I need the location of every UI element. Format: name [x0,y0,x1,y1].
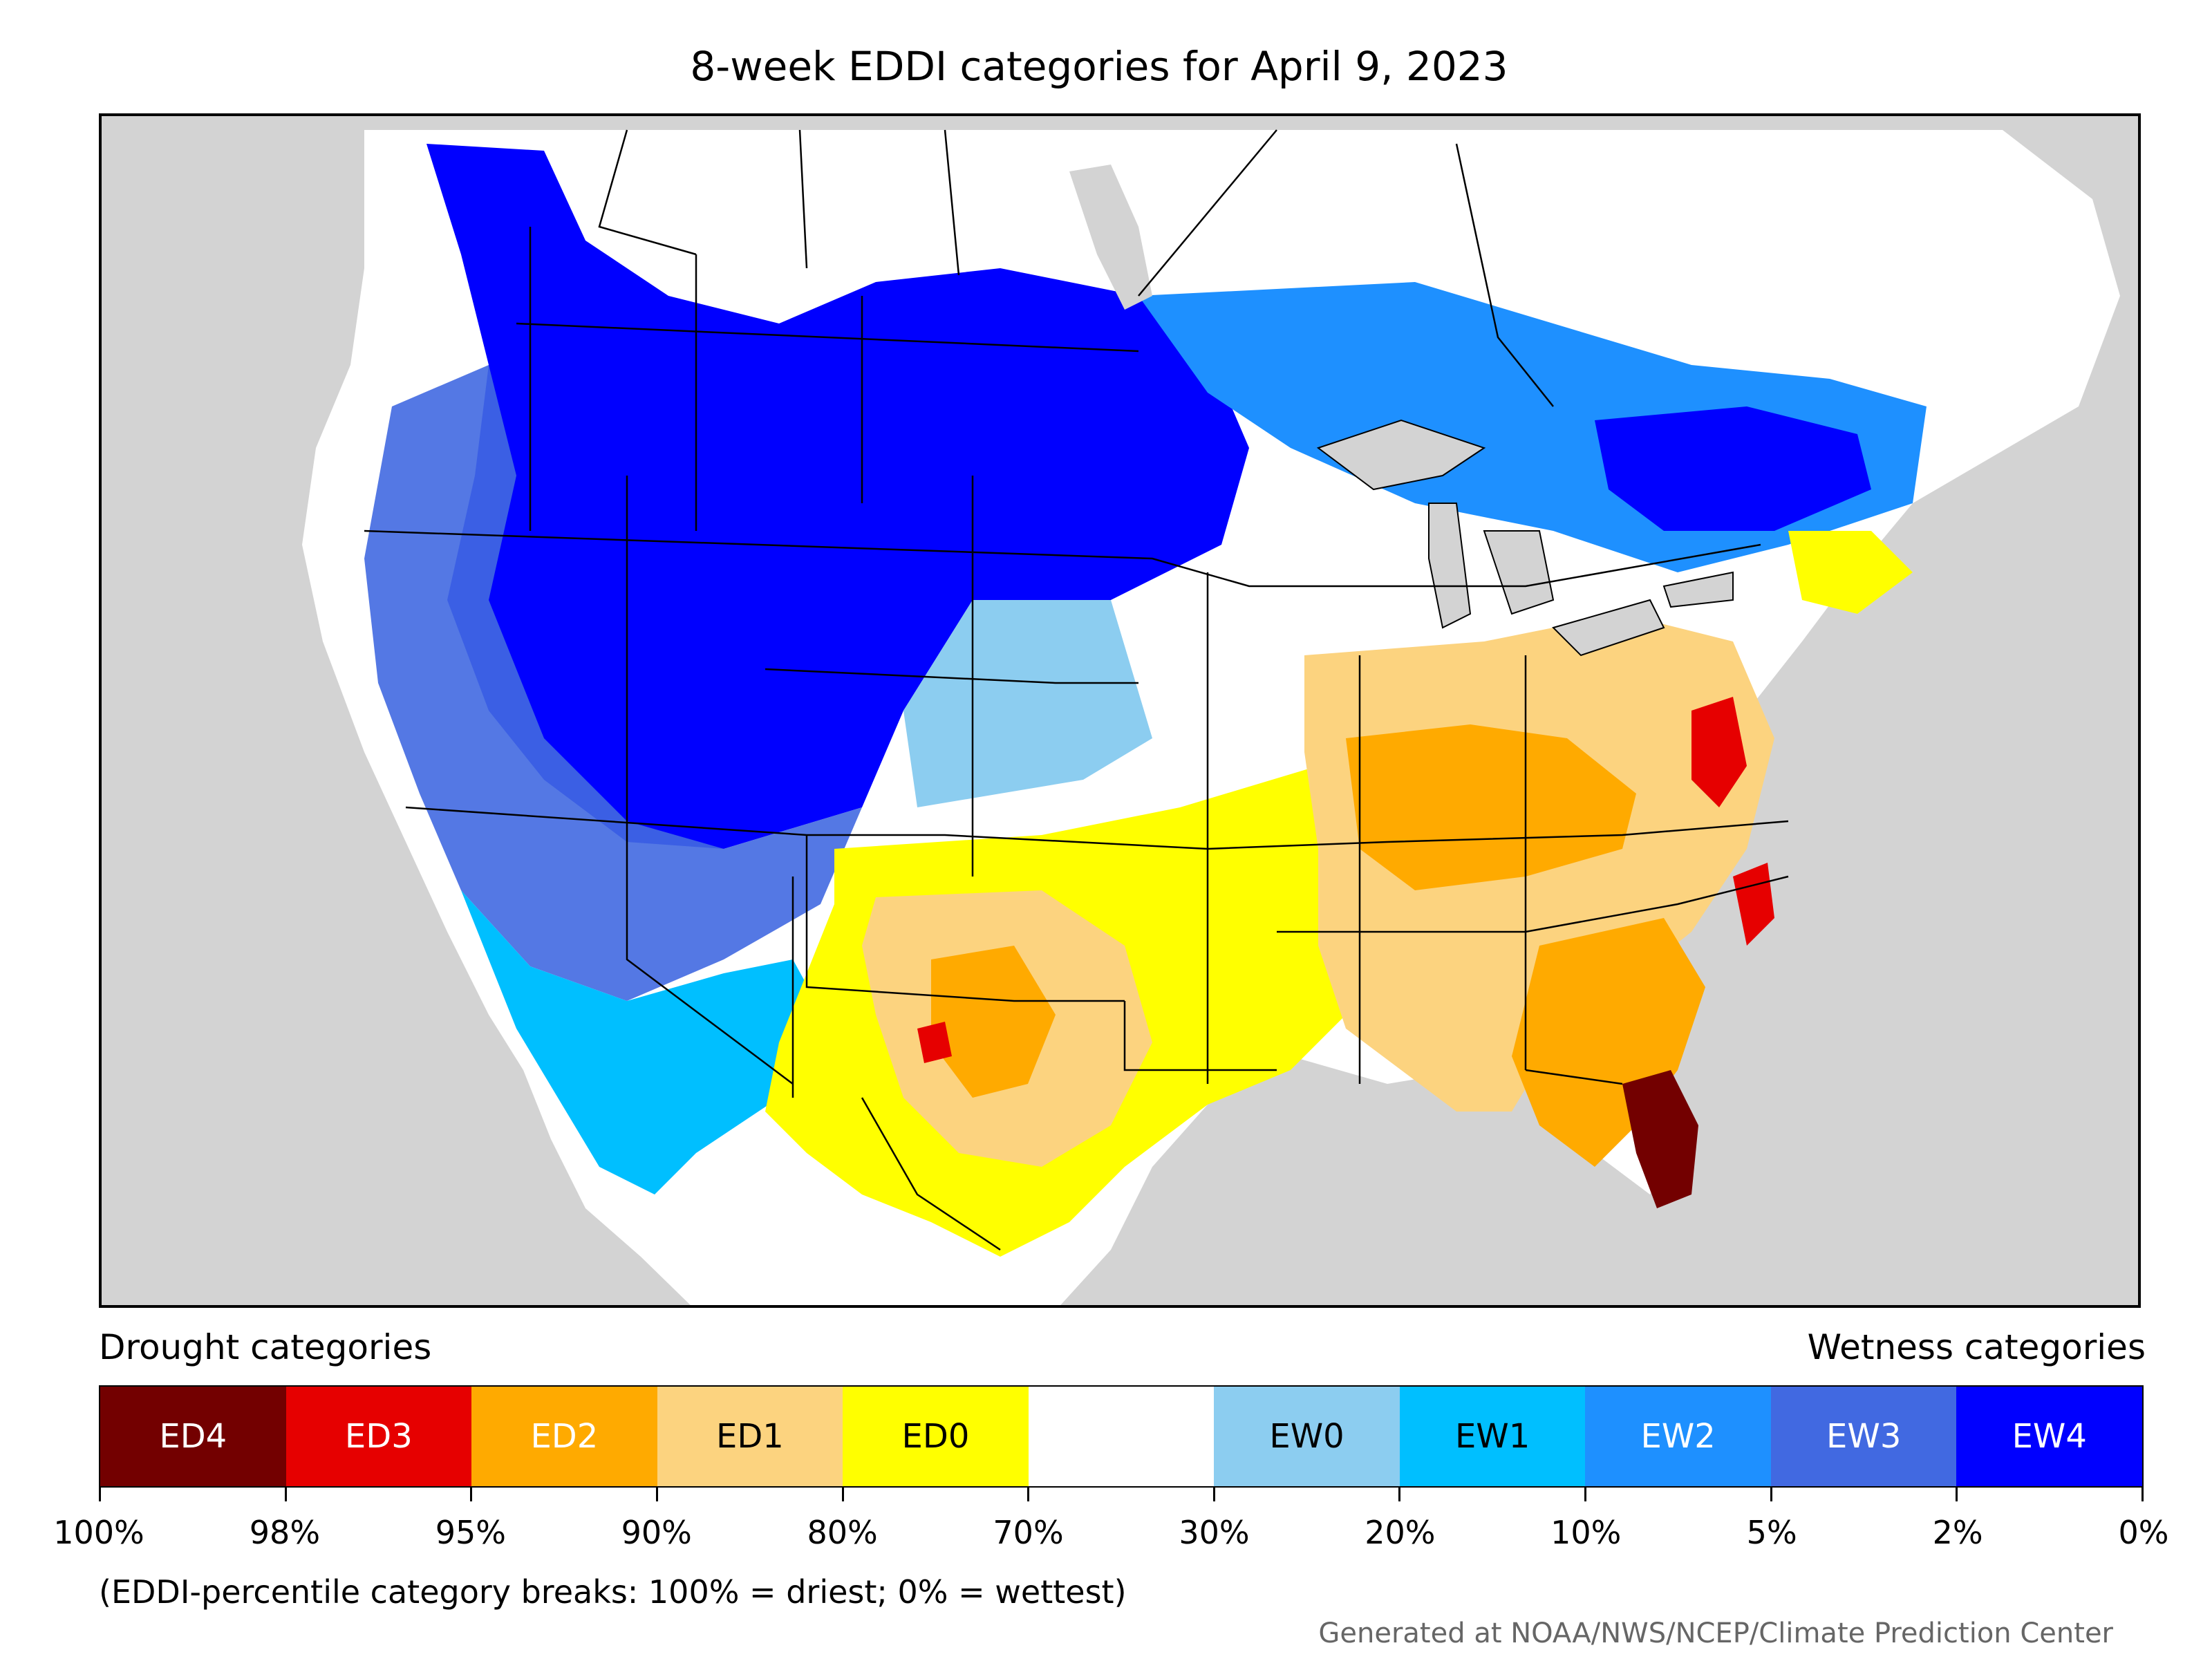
colorbar-tick-label: 5% [1746,1514,1797,1551]
category-swatch-ed3: ED3 [285,1387,472,1486]
region-ed2-texas [931,946,1056,1098]
colorbar-tick-label: 95% [435,1514,506,1551]
region-ew3-west [364,365,862,1001]
category-swatch-ew0: EW0 [1214,1387,1400,1486]
colorbar-tick-label: 100% [53,1514,144,1551]
colorbar-tick-label: 30% [1179,1514,1250,1551]
region-ed3-virginia [1691,697,1747,807]
map-title: 8-week EDDI categories for April 9, 2023 [690,43,1508,90]
region-ed3-west-texas [917,1022,952,1063]
category-swatch-ew4: EW4 [1956,1387,2143,1486]
drought-categories-label: Drought categories [99,1327,432,1367]
colorbar-tick-label: 80% [807,1514,878,1551]
colorbar-tick [1584,1486,1587,1501]
region-ed2-ohio-valley [1346,724,1636,890]
colorbar-tick-label: 10% [1550,1514,1622,1551]
region-ew1-southwest [461,890,834,1194]
colorbar-ticks [99,1486,2144,1503]
hudson-bay-area [1069,165,1152,310]
colorbar-tick [1212,1486,1215,1501]
region-ed4-florida [1622,1070,1698,1208]
colorbar-tick [470,1486,473,1501]
colorbar-tick-label: 20% [1365,1514,1436,1551]
colorbar-tick [655,1486,658,1501]
colorbar-tick [99,1486,101,1501]
category-swatch-ed2: ED2 [471,1387,657,1486]
colorbar-tick [1027,1486,1030,1501]
wetness-categories-label: Wetness categories [1807,1327,2146,1367]
percentile-footnote: (EDDI-percentile category breaks: 100% =… [99,1573,1127,1611]
category-swatch-neutral [1028,1387,1215,1486]
category-swatch-ed0: ED0 [843,1387,1029,1486]
region-ew4-quebec [1595,406,1871,531]
colorbar-tick-label: 70% [993,1514,1064,1551]
great-lakes [1316,419,1734,657]
colorbar-tick [841,1486,844,1501]
region-ew4-west [427,144,1249,849]
province-borders [598,129,1554,407]
colorbar-tick-label: 2% [1932,1514,1983,1551]
colorbar-tick [1770,1486,1772,1501]
colorbar-tick [1956,1486,1958,1501]
state-borders [364,227,1789,1251]
category-swatch-ew3: EW3 [1770,1387,1957,1486]
category-swatch-ew2: EW2 [1585,1387,1771,1486]
region-ed0-northeast [1788,531,1913,614]
category-swatch-ew1: EW1 [1399,1387,1586,1486]
colorbar-tick [284,1486,287,1501]
map-canvas [302,129,2120,1305]
region-ed2-southeast [1512,918,1705,1167]
region-ed3-carolina [1733,863,1774,946]
credit-line: Generated at NOAA/NWS/NCEP/Climate Predi… [1318,1618,2113,1649]
colorbar-tick-label: 90% [621,1514,692,1551]
category-swatch-ed1: ED1 [657,1387,843,1486]
colorbar-tick-label: 98% [249,1514,321,1551]
eddi-map [99,113,2141,1308]
category-swatch-ed4: ED4 [100,1387,286,1486]
colorbar-tick [1398,1486,1401,1501]
category-colorbar: ED4 ED3 ED2 ED1 ED0 EW0 EW1 EW2 EW3 EW4 [99,1385,2144,1488]
region-ew0-plains [903,600,1152,807]
colorbar-tick-label: 0% [2118,1514,2169,1551]
colorbar-tick [2141,1486,2144,1501]
